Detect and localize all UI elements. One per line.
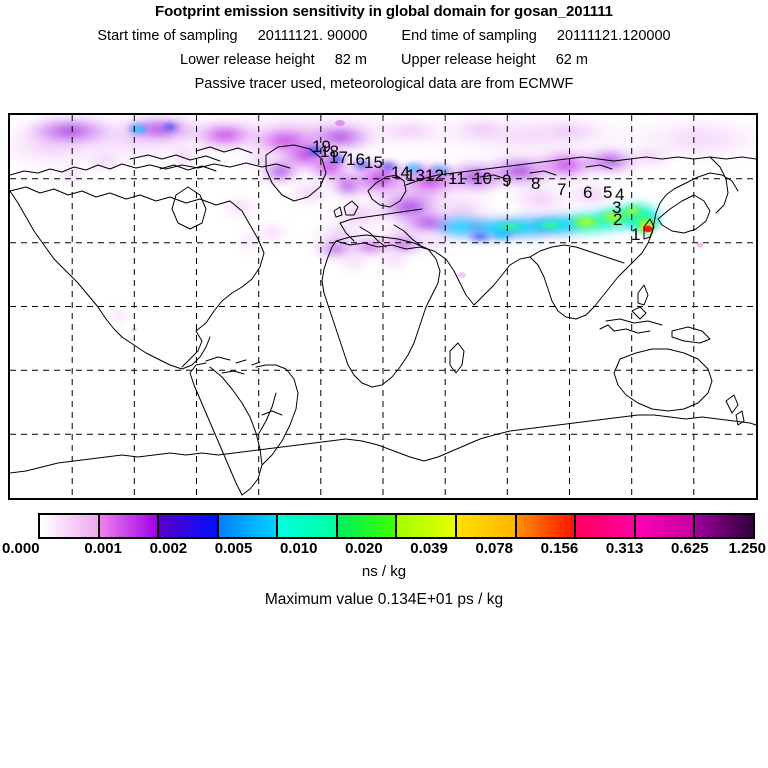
colorbar-segment [218,515,279,537]
footprint-plume-field [10,115,756,333]
colorbar-tick-labels: 0.000 0.001 0.002 0.005 0.010 0.020 0.039 0.078… [0,540,768,560]
upper-release-label: Upper release height [401,52,536,68]
plot-header: Footprint emission sensitivity in global… [0,0,768,96]
global-map-panel: 19 18 17 16 15 14 13 12 11 10 9 8 7 6 5 4 3 2 1 [8,113,758,500]
colorbar-segment [576,515,636,537]
colorbar-segment [40,515,100,537]
colorbar-tick: 0.625 [671,540,709,557]
upper-release-value: 62 m [555,52,588,68]
start-time-value: 20111121. 90000 [257,28,368,44]
colorbar-tick: 0.001 [84,540,122,557]
lower-release-label: Lower release height [180,52,315,68]
colorbar-segment [635,515,696,537]
sampling-time-row: Start time of sampling 20111121. 90000 E… [0,24,768,48]
colorbar-segment [99,515,160,537]
maximum-value-label: Maximum value 0.134E+01 ps / kg [264,591,504,608]
tracer-note: Passive tracer used, meteorological data… [194,76,574,92]
colorbar-segment [457,515,517,537]
start-time-label: Start time of sampling [97,28,238,44]
plot-title: Footprint emission sensitivity in global… [155,3,613,20]
colorbar-tick: 0.039 [410,540,448,557]
colorbar-tick: 1.250 [728,540,766,557]
colorbar-segment [695,515,753,537]
lower-release-value: 82 m [334,52,367,68]
colorbar-tick: 0.020 [345,540,383,557]
colorbar-tick: 0.010 [279,540,318,557]
colorbar [38,513,755,539]
colorbar-tick: 0.002 [149,540,188,557]
colorbar-tick: 0.005 [214,540,253,557]
colorbar-segment [159,515,219,537]
colorbar-unit-label: ns / kg [361,563,407,580]
colorbar-segment [337,515,398,537]
end-time-label: End time of sampling [401,28,537,44]
map-canvas [10,115,756,498]
map-graticule [10,115,756,498]
end-time-value: 20111121.120000 [556,28,671,44]
colorbar-tick: 0.313 [605,540,644,557]
release-height-row: Lower release height 82 m Upper release … [0,48,768,72]
colorbar-tick: 0.078 [475,540,514,557]
map-coastlines [10,144,756,496]
colorbar-segment [278,515,338,537]
colorbar-tick: 0.000 [2,540,40,557]
colorbar-segment [516,515,577,537]
colorbar-tick: 0.156 [540,540,579,557]
colorbar-segment [397,515,458,537]
